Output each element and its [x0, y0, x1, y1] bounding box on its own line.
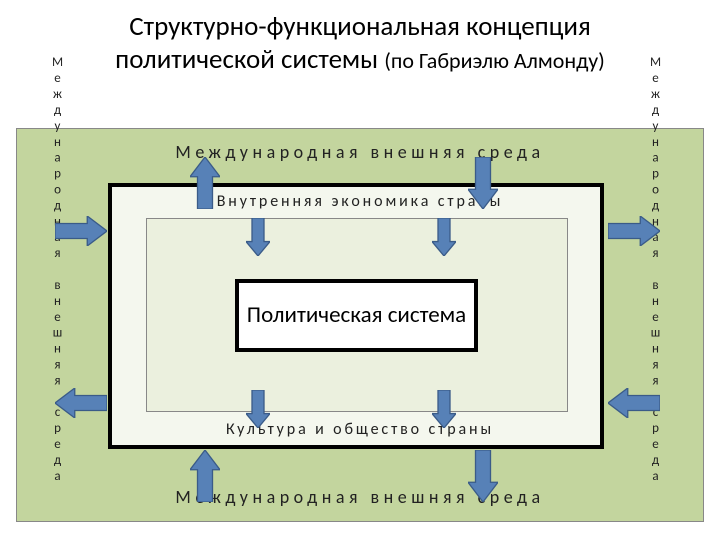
env-label-right: Международная внешняя среда	[648, 55, 663, 485]
outer-arrow-top-1	[468, 157, 498, 209]
inner-arrow-top-0	[246, 218, 270, 256]
outer-arrow-right-0	[608, 216, 660, 246]
outer-arrow-left-0	[55, 216, 107, 246]
title-line2b: (по Габриэлю Алмонду)	[384, 47, 605, 74]
outer-arrow-bottom-1	[468, 450, 498, 502]
outer-arrow-left-1	[55, 388, 107, 418]
env-label-left: Международная внешняя среда	[50, 55, 65, 485]
inner-arrow-top-1	[432, 218, 456, 256]
core-box: Политическая система	[235, 279, 478, 352]
title-line1: Структурно-функциональная концепция	[30, 10, 690, 43]
inner-arrow-bottom-1	[432, 390, 456, 428]
inner-arrow-bottom-0	[246, 390, 270, 428]
outer-arrow-right-1	[608, 388, 660, 418]
outer-arrow-top-0	[190, 157, 220, 209]
title-line2a: политической системы	[115, 43, 384, 76]
core-label: Политическая система	[247, 303, 466, 328]
outer-arrow-bottom-0	[190, 450, 220, 502]
middle-label-top: Внутренняя экономика страны	[217, 192, 504, 211]
title: Структурно-функциональная концепция поли…	[0, 0, 720, 94]
